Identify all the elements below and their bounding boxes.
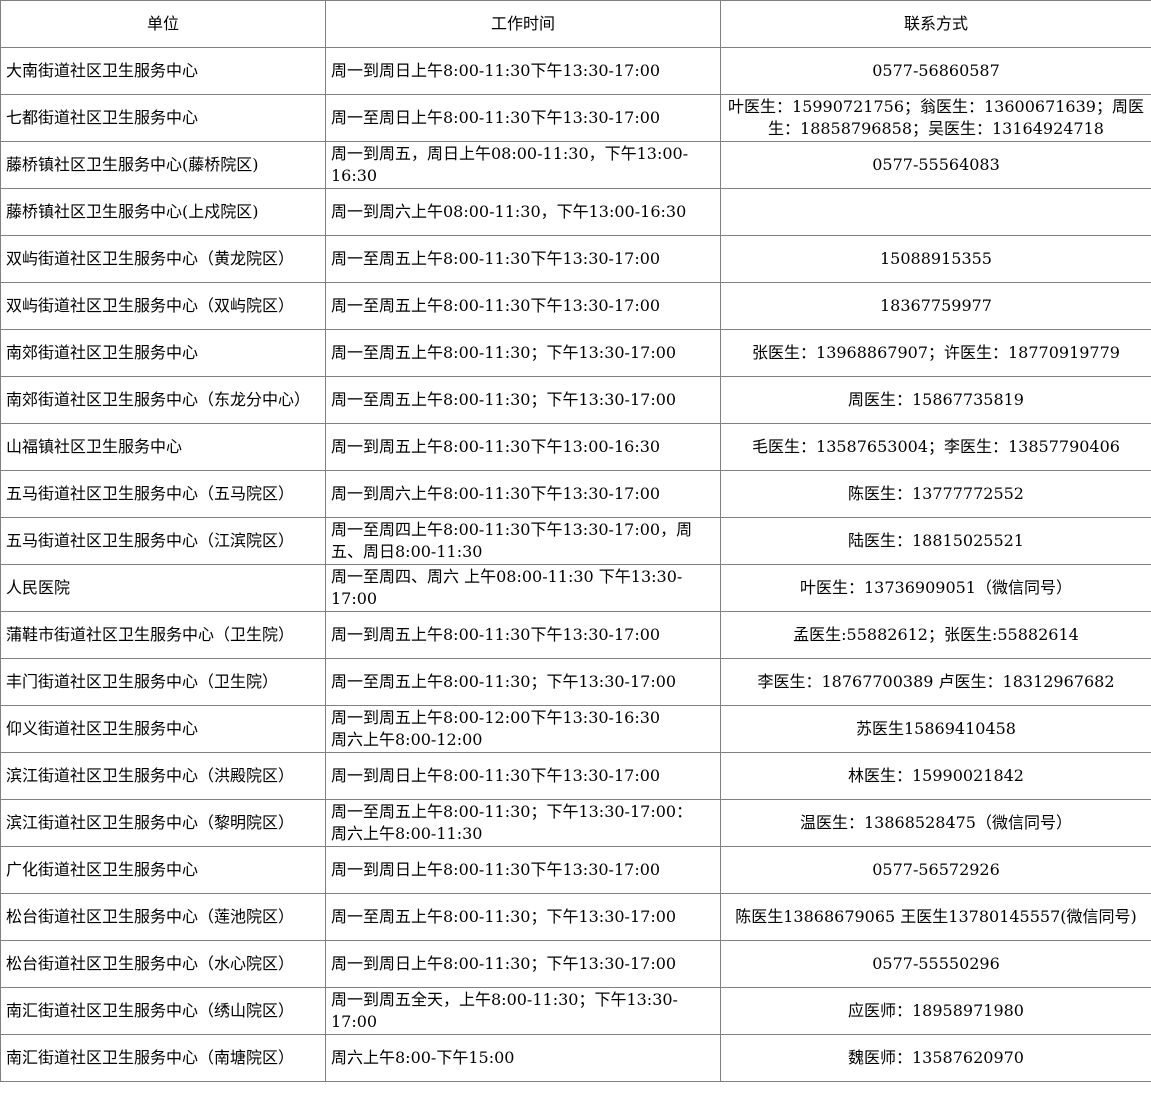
hours-cell: 周一至周五上午8:00-11:30；下午13:30-17:00	[325, 658, 721, 706]
table-row: 滨江街道社区卫生服务中心（黎明院区） 周一至周五上午8:00-11:30；下午13…	[0, 799, 1151, 847]
hours-cell: 周一至周五上午8:00-11:30下午13:30-17:00	[325, 235, 721, 283]
contact-cell: 0577-56572926	[720, 846, 1151, 894]
unit-cell: 五马街道社区卫生服务中心（五马院区）	[0, 470, 326, 518]
hours-cell: 周一到周日上午8:00-11:30下午13:30-17:00	[325, 47, 721, 95]
contact-cell: 温医生：13868528475（微信同号）	[720, 799, 1151, 847]
contact-cell	[720, 188, 1151, 236]
hours-cell: 周六上午8:00-下午15:00	[325, 1034, 721, 1082]
hours-cell: 周一至周日上午8:00-11:30下午13:30-17:00	[325, 94, 721, 142]
table-row: 双屿街道社区卫生服务中心（黄龙院区） 周一至周五上午8:00-11:30下午13:…	[0, 235, 1151, 283]
hours-cell: 周一至周五上午8:00-11:30下午13:30-17:00	[325, 282, 721, 330]
hours-cell: 周一至周四上午8:00-11:30下午13:30-17:00，周五、周日8:00…	[325, 517, 721, 565]
contact-cell: 0577-56860587	[720, 47, 1151, 95]
hours-cell: 周一到周日上午8:00-11:30下午13:30-17:00	[325, 752, 721, 800]
table-row: 蒲鞋市街道社区卫生服务中心（卫生院） 周一到周五上午8:00-11:30下午13:…	[0, 611, 1151, 659]
table-row: 藤桥镇社区卫生服务中心(藤桥院区) 周一到周五，周日上午08:00-11:30，下…	[0, 141, 1151, 189]
table-row: 七都街道社区卫生服务中心 周一至周日上午8:00-11:30下午13:30-17:…	[0, 94, 1151, 142]
contact-cell: 苏医生15869410458	[720, 705, 1151, 753]
table-row: 松台街道社区卫生服务中心（水心院区） 周一到周日上午8:00-11:30；下午13…	[0, 940, 1151, 988]
unit-cell: 山福镇社区卫生服务中心	[0, 423, 326, 471]
table-row: 五马街道社区卫生服务中心（五马院区） 周一到周六上午8:00-11:30下午13:…	[0, 470, 1151, 518]
hours-cell: 周一到周五上午8:00-11:30下午13:00-16:30	[325, 423, 721, 471]
hours-cell: 周一至周五上午8:00-11:30；下午13:30-17:00	[325, 893, 721, 941]
contact-cell: 毛医生：13587653004；李医生：13857790406	[720, 423, 1151, 471]
contact-cell: 0577-55564083	[720, 141, 1151, 189]
hours-cell: 周一到周日上午8:00-11:30；下午13:30-17:00	[325, 940, 721, 988]
hours-cell: 周一至周五上午8:00-11:30；下午13:30-17:00	[325, 329, 721, 377]
table-row: 双屿街道社区卫生服务中心（双屿院区） 周一至周五上午8:00-11:30下午13:…	[0, 282, 1151, 330]
unit-cell: 松台街道社区卫生服务中心（水心院区）	[0, 940, 326, 988]
contact-cell: 叶医生：13736909051（微信同号）	[720, 564, 1151, 612]
unit-cell: 南汇街道社区卫生服务中心（南塘院区）	[0, 1034, 326, 1082]
hours-cell: 周一至周五上午8:00-11:30；下午13:30-17:00： 周六上午8:0…	[325, 799, 721, 847]
hours-cell: 周一到周五上午8:00-11:30下午13:30-17:00	[325, 611, 721, 659]
unit-cell: 蒲鞋市街道社区卫生服务中心（卫生院）	[0, 611, 326, 659]
contact-cell: 陈医生：13777772552	[720, 470, 1151, 518]
table-row: 松台街道社区卫生服务中心（莲池院区） 周一至周五上午8:00-11:30；下午13…	[0, 893, 1151, 941]
unit-cell: 藤桥镇社区卫生服务中心(藤桥院区)	[0, 141, 326, 189]
unit-cell: 藤桥镇社区卫生服务中心(上戍院区)	[0, 188, 326, 236]
unit-cell: 滨江街道社区卫生服务中心（黎明院区）	[0, 799, 326, 847]
header-unit: 单位	[0, 0, 326, 48]
table-row: 人民医院 周一至周四、周六 上午08:00-11:30 下午13:30-17:00…	[0, 564, 1151, 612]
unit-cell: 双屿街道社区卫生服务中心（黄龙院区）	[0, 235, 326, 283]
table-row: 广化街道社区卫生服务中心 周一到周日上午8:00-11:30下午13:30-17:…	[0, 846, 1151, 894]
table-row: 丰门街道社区卫生服务中心（卫生院） 周一至周五上午8:00-11:30；下午13:…	[0, 658, 1151, 706]
header-row: 单位 工作时间 联系方式	[0, 0, 1151, 48]
unit-cell: 南汇街道社区卫生服务中心（绣山院区）	[0, 987, 326, 1035]
table-row: 南汇街道社区卫生服务中心（南塘院区） 周六上午8:00-下午15:00 魏医师：13…	[0, 1034, 1151, 1082]
unit-cell: 人民医院	[0, 564, 326, 612]
contact-cell: 陈医生13868679065 王医生13780145557(微信同号)	[720, 893, 1151, 941]
contact-cell: 应医师：18958971980	[720, 987, 1151, 1035]
contact-cell: 叶医生：15990721756；翁医生：13600671639；周医生：1885…	[720, 94, 1151, 142]
table-row: 藤桥镇社区卫生服务中心(上戍院区) 周一到周六上午08:00-11:30，下午13…	[0, 188, 1151, 236]
unit-cell: 广化街道社区卫生服务中心	[0, 846, 326, 894]
contact-cell: 0577-55550296	[720, 940, 1151, 988]
contact-cell: 李医生：18767700389 卢医生：18312967682	[720, 658, 1151, 706]
table-row: 仰义街道社区卫生服务中心 周一到周五上午8:00-12:00下午13:30-16:…	[0, 705, 1151, 753]
header-contact: 联系方式	[720, 0, 1151, 48]
unit-cell: 七都街道社区卫生服务中心	[0, 94, 326, 142]
table-row: 大南街道社区卫生服务中心 周一到周日上午8:00-11:30下午13:30-17:…	[0, 47, 1151, 95]
unit-cell: 南郊街道社区卫生服务中心（东龙分中心）	[0, 376, 326, 424]
contact-cell: 陆医生：18815025521	[720, 517, 1151, 565]
hours-cell: 周一至周四、周六 上午08:00-11:30 下午13:30-17:00	[325, 564, 721, 612]
table-header: 单位 工作时间 联系方式	[0, 0, 1151, 48]
unit-cell: 南郊街道社区卫生服务中心	[0, 329, 326, 377]
table-row: 南汇街道社区卫生服务中心（绣山院区） 周一到周五全天，上午8:00-11:30；下…	[0, 987, 1151, 1035]
hours-cell: 周一到周五全天，上午8:00-11:30；下午13:30-17:00	[325, 987, 721, 1035]
unit-cell: 双屿街道社区卫生服务中心（双屿院区）	[0, 282, 326, 330]
contact-cell: 15088915355	[720, 235, 1151, 283]
table-body: 大南街道社区卫生服务中心 周一到周日上午8:00-11:30下午13:30-17:…	[0, 47, 1151, 1082]
unit-cell: 大南街道社区卫生服务中心	[0, 47, 326, 95]
table-row: 南郊街道社区卫生服务中心 周一至周五上午8:00-11:30；下午13:30-17…	[0, 329, 1151, 377]
contact-cell: 孟医生:55882612；张医生:55882614	[720, 611, 1151, 659]
table-row: 南郊街道社区卫生服务中心（东龙分中心） 周一至周五上午8:00-11:30；下午1…	[0, 376, 1151, 424]
unit-cell: 松台街道社区卫生服务中心（莲池院区）	[0, 893, 326, 941]
health-centers-table: 单位 工作时间 联系方式 大南街道社区卫生服务中心 周一到周日上午8:00-11:…	[0, 0, 1151, 1082]
contact-cell: 张医生：13968867907；许医生：18770919779	[720, 329, 1151, 377]
hours-cell: 周一到周日上午8:00-11:30下午13:30-17:00	[325, 846, 721, 894]
hours-cell: 周一至周五上午8:00-11:30；下午13:30-17:00	[325, 376, 721, 424]
hours-cell: 周一到周五上午8:00-12:00下午13:30-16:30 周六上午8:00-…	[325, 705, 721, 753]
contact-cell: 18367759977	[720, 282, 1151, 330]
unit-cell: 滨江街道社区卫生服务中心（洪殿院区）	[0, 752, 326, 800]
table-row: 滨江街道社区卫生服务中心（洪殿院区） 周一到周日上午8:00-11:30下午13:…	[0, 752, 1151, 800]
unit-cell: 丰门街道社区卫生服务中心（卫生院）	[0, 658, 326, 706]
header-hours: 工作时间	[325, 0, 721, 48]
contact-cell: 周医生：15867735819	[720, 376, 1151, 424]
unit-cell: 仰义街道社区卫生服务中心	[0, 705, 326, 753]
unit-cell: 五马街道社区卫生服务中心（江滨院区）	[0, 517, 326, 565]
contact-cell: 林医生：15990021842	[720, 752, 1151, 800]
hours-cell: 周一到周六上午8:00-11:30下午13:30-17:00	[325, 470, 721, 518]
hours-cell: 周一到周五，周日上午08:00-11:30，下午13:00-16:30	[325, 141, 721, 189]
hours-cell: 周一到周六上午08:00-11:30，下午13:00-16:30	[325, 188, 721, 236]
contact-cell: 魏医师：13587620970	[720, 1034, 1151, 1082]
table-row: 五马街道社区卫生服务中心（江滨院区） 周一至周四上午8:00-11:30下午13:…	[0, 517, 1151, 565]
table-row: 山福镇社区卫生服务中心 周一到周五上午8:00-11:30下午13:00-16:3…	[0, 423, 1151, 471]
